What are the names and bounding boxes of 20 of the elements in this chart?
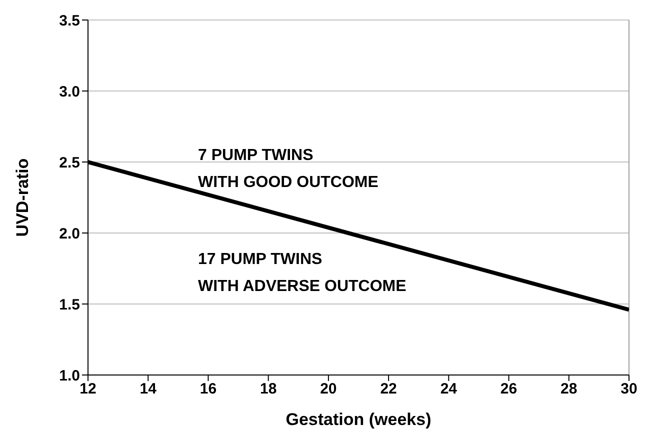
x-axis-title: Gestation (weeks) — [286, 410, 432, 429]
y-tick-label: 2.0 — [59, 225, 80, 242]
x-tick-label: 12 — [80, 380, 96, 398]
annotation: 7 PUMP TWINS WITH GOOD OUTCOME — [198, 146, 378, 193]
y-tick-label: 1.0 — [59, 367, 80, 384]
x-tick-label: 22 — [380, 380, 397, 398]
x-tick-label: 18 — [260, 380, 277, 398]
x-tick-label: 24 — [440, 380, 458, 398]
x-tick-label: 20 — [320, 380, 337, 398]
y-tick-label: 2.5 — [59, 154, 80, 172]
x-tick-label: 14 — [140, 380, 158, 398]
y-tick-label: 1.5 — [59, 296, 80, 314]
y-tick-label: 3.0 — [59, 83, 80, 100]
x-tick-label: 30 — [620, 380, 638, 398]
annotation: 17 PUMP TWINS WITH ADVERSE OUTCOME — [198, 250, 406, 297]
y-tick-label: 3.5 — [59, 12, 80, 30]
y-axis-title: UVD-ratio — [13, 158, 32, 237]
x-tick-label: 16 — [200, 380, 217, 398]
x-tick-label: 28 — [560, 380, 578, 398]
x-tick-label: 26 — [500, 380, 518, 398]
